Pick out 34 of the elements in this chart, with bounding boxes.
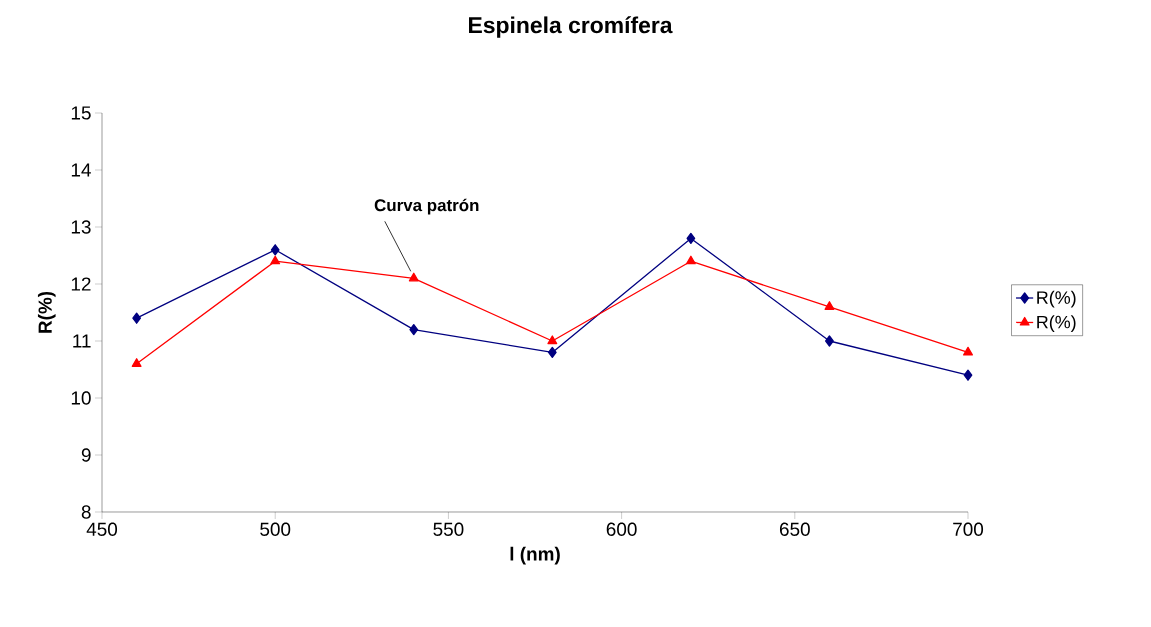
x-tick-label: 450 <box>86 522 118 536</box>
point <box>547 346 557 359</box>
point <box>824 301 835 310</box>
y-tick-label: 10 <box>71 391 91 405</box>
point <box>270 255 281 265</box>
point <box>825 335 834 347</box>
y-tick-label: 11 <box>73 334 91 348</box>
y-tick-label: 12 <box>71 277 91 291</box>
point <box>686 232 696 245</box>
point <box>963 346 973 356</box>
y-tick-label: 14 <box>71 163 91 177</box>
point <box>409 323 419 336</box>
y-tick-label: 15 <box>71 106 91 120</box>
chart-title: Espinela cromífera <box>469 16 673 38</box>
y-tick-label: 13 <box>71 220 91 234</box>
x-tick-label: 550 <box>433 522 464 536</box>
x-tick-label: 700 <box>953 522 984 536</box>
point <box>132 312 142 324</box>
point <box>131 358 142 367</box>
x-tick-label: 500 <box>260 522 291 536</box>
point <box>685 255 696 265</box>
legend-label: R(%) <box>1037 315 1076 332</box>
x-tick-label: 650 <box>779 522 810 536</box>
x-tick-label: 600 <box>606 522 637 536</box>
y-axis-title: R(%) <box>37 291 56 333</box>
point <box>963 369 973 381</box>
legend-label: R(%) <box>1037 290 1076 308</box>
x-axis-title: l (nm) <box>510 546 560 565</box>
y-tick-label: 9 <box>81 448 91 462</box>
point <box>547 335 558 345</box>
point <box>270 244 280 256</box>
annotation: Curva patrón <box>374 198 479 215</box>
y-tick-label: 8 <box>81 505 91 519</box>
point <box>408 272 419 282</box>
